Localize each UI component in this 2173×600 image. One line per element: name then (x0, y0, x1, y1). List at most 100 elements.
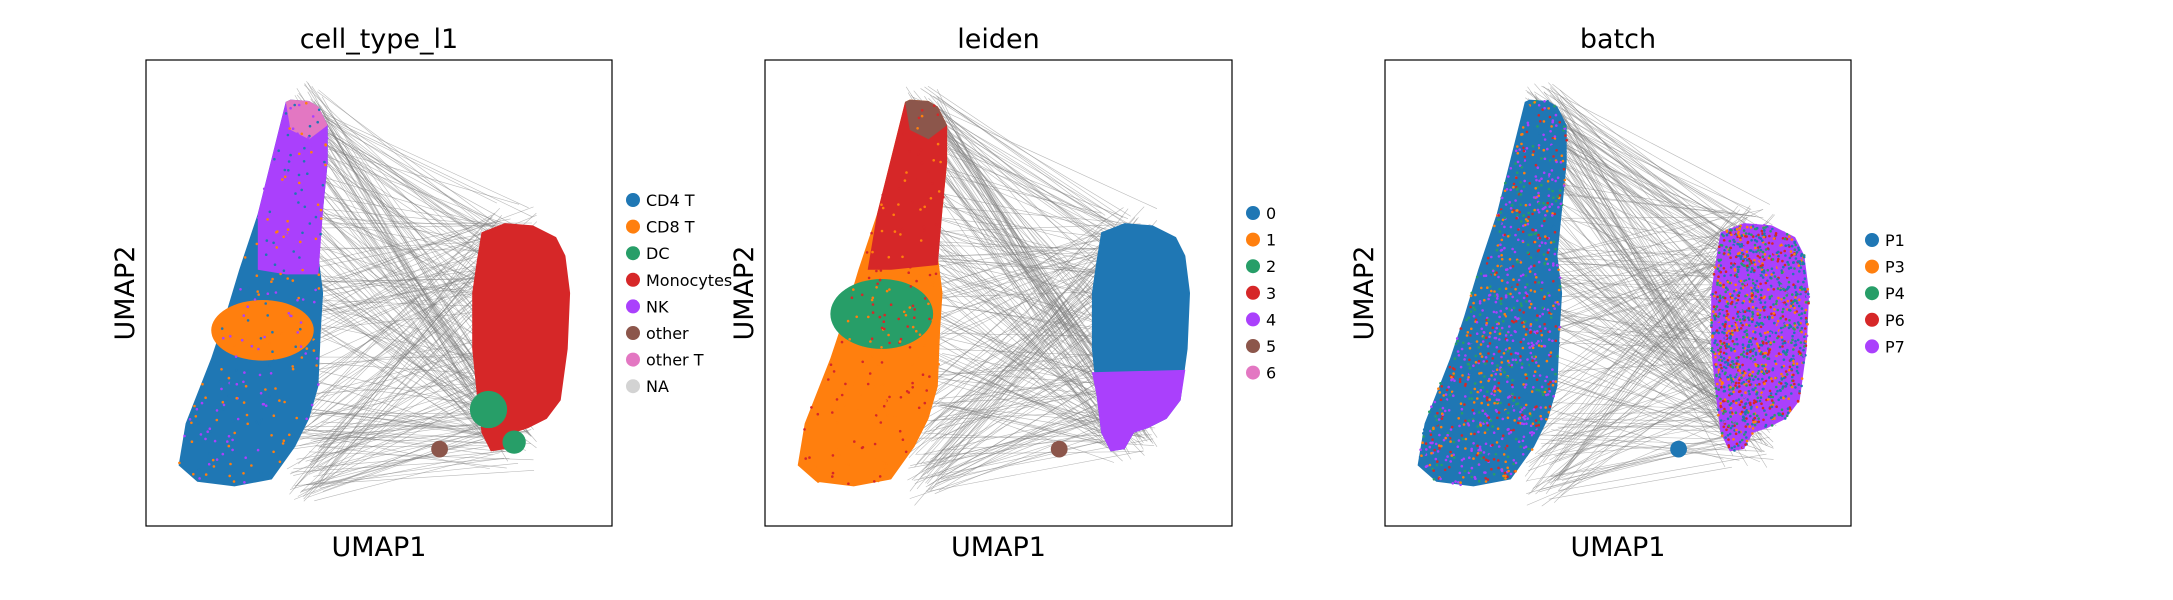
cell-point (1721, 322, 1725, 326)
cell-point (1725, 245, 1728, 249)
cell-point (1742, 229, 1746, 232)
graph-edge (1557, 411, 1723, 415)
cell-point (1763, 258, 1766, 261)
graph-edge (1535, 177, 1748, 261)
cell-point (1507, 403, 1511, 406)
legend-marker (626, 352, 640, 367)
cell-point (1522, 446, 1526, 450)
cell-point (1730, 233, 1733, 236)
cell-point (871, 311, 875, 314)
cell-point (1757, 344, 1760, 348)
cell-point (1500, 196, 1504, 200)
cell-point (1512, 462, 1515, 466)
cell-point (1755, 342, 1759, 346)
graph-edge (1530, 260, 1744, 445)
cell-point (1497, 398, 1501, 402)
cell-point (1507, 292, 1510, 296)
cell-point (1488, 342, 1492, 345)
cell-point (1759, 252, 1762, 255)
cell-point (1547, 187, 1551, 191)
cell-point (1496, 264, 1499, 268)
cell-point (1741, 363, 1744, 367)
cell-point (1799, 356, 1802, 360)
graph-edge (917, 159, 1110, 410)
cell-point (853, 382, 856, 386)
cell-point (246, 422, 249, 426)
cell-point (1519, 340, 1523, 344)
cell-point (1727, 445, 1731, 449)
cell-point (1520, 304, 1523, 308)
cell-point (1537, 233, 1540, 237)
legend-marker (1246, 285, 1260, 300)
cell-point (1528, 257, 1531, 261)
cell-point (1552, 196, 1555, 199)
cell-point (299, 321, 303, 324)
cell-point (1436, 411, 1439, 415)
cell-point (1478, 313, 1482, 316)
cell-point (1501, 218, 1505, 222)
legend-label: 4 (1266, 310, 1276, 329)
cell-point (310, 403, 314, 407)
cell-point (1735, 428, 1738, 432)
cell-point (1766, 262, 1769, 266)
cell-point (291, 279, 295, 282)
graph-edge (306, 317, 505, 453)
cell-point (243, 256, 247, 259)
cell-point (1464, 447, 1467, 450)
cell-point (1550, 169, 1554, 172)
cell-point (1735, 318, 1738, 322)
cell-point (1554, 339, 1558, 343)
cell-point (261, 402, 265, 406)
cell-point (1538, 236, 1542, 240)
cell-point (871, 303, 875, 306)
cell-point (1734, 255, 1738, 259)
cell-point (1543, 100, 1546, 103)
axes-frame (145, 59, 613, 527)
cell-point (1512, 185, 1515, 189)
graph-edge (905, 248, 1131, 362)
cell-point (1748, 425, 1751, 428)
cell-point (1483, 395, 1486, 398)
cell-point (279, 196, 283, 199)
cell-point (1518, 148, 1521, 151)
cell-point (1726, 280, 1730, 284)
cell-point (1726, 359, 1730, 362)
cell-point (1748, 383, 1752, 387)
cell-point (1727, 378, 1730, 381)
cell-point (201, 382, 204, 386)
graph-edge (1537, 365, 1742, 455)
cell-point (1750, 289, 1754, 292)
cell-point (1466, 378, 1470, 381)
cell-point (1764, 273, 1768, 277)
graph-edge (1548, 313, 1739, 337)
cell-point (308, 124, 312, 128)
cell-point (1772, 312, 1776, 315)
cell-point (1519, 358, 1522, 362)
cell-point (243, 306, 246, 310)
cell-point (866, 382, 870, 386)
cell-point (1731, 339, 1735, 343)
graph-edge (1541, 111, 1736, 286)
cell-point (873, 480, 876, 483)
cell-point (1504, 409, 1508, 413)
graph-edge (293, 170, 487, 307)
bridge-cluster (431, 440, 448, 458)
cell-point (1792, 379, 1795, 383)
cell-point (1759, 309, 1762, 312)
cell-point (1523, 159, 1527, 162)
cell-point (1717, 288, 1720, 291)
cell-point (1503, 403, 1506, 406)
cell-point (1757, 323, 1760, 327)
cell-point (1440, 417, 1444, 420)
cell-point (1479, 343, 1483, 346)
cell-point (1505, 444, 1509, 448)
cell-point (1763, 253, 1767, 256)
cell-point (1557, 328, 1561, 331)
cell-point (847, 482, 850, 486)
graph-edge (927, 85, 1124, 218)
cell-point (1424, 442, 1428, 445)
cell-point (865, 251, 869, 254)
cell-point (1759, 327, 1762, 331)
cell-point (843, 403, 846, 407)
cell-point (1547, 104, 1550, 108)
